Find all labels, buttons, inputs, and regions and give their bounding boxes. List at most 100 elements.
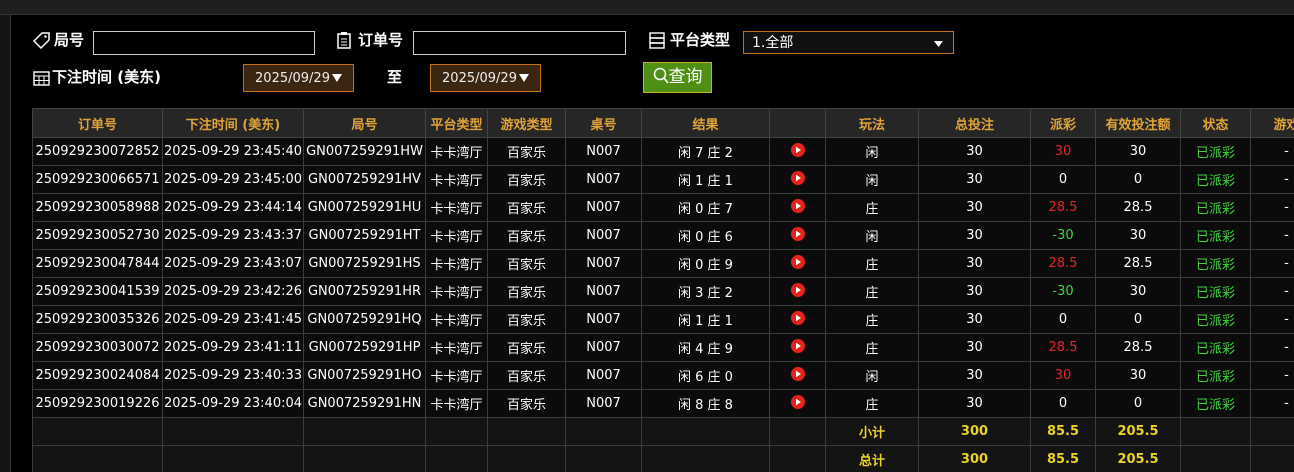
table-cell: - xyxy=(1250,333,1294,362)
table-cell: 卡卡湾厅 xyxy=(425,137,488,166)
table-cell: 2025-09-29 23:41:11 xyxy=(162,333,304,362)
table-cell xyxy=(303,417,426,446)
table-cell: -30 xyxy=(1030,221,1096,250)
date-from[interactable]: 2025/09/29 xyxy=(243,64,354,92)
platform-value: 1.全部 xyxy=(752,35,794,51)
table-cell: 卡卡湾厅 xyxy=(425,221,488,250)
dropdown-arrow xyxy=(518,74,529,82)
table-row: 250929230052730 2025-09-29 23:43:37 GN0072… xyxy=(32,221,1294,250)
table-cell: 250929230041539 xyxy=(32,277,163,306)
header-cell: 桌号 xyxy=(565,108,642,138)
table-cell: 28.5 xyxy=(1030,249,1096,278)
table-cell: 已派彩 xyxy=(1180,249,1251,278)
date-to[interactable]: 2025/09/29 xyxy=(430,64,541,92)
video-icon[interactable] xyxy=(790,142,805,157)
table-cell: 2025-09-29 23:44:14 xyxy=(162,193,304,222)
search-icon xyxy=(653,67,669,84)
video-icon[interactable] xyxy=(790,338,805,353)
table-cell xyxy=(565,417,642,446)
dropdown-arrow xyxy=(331,74,342,82)
header-cell: 派彩 xyxy=(1030,108,1096,138)
table-cell: - xyxy=(1250,221,1294,250)
order-input[interactable] xyxy=(413,31,626,55)
table-body: 250929230072852 2025-09-29 23:45:40 GN0072… xyxy=(32,137,1294,472)
video-icon[interactable] xyxy=(790,394,805,409)
table-cell: GN007259291HQ xyxy=(303,305,426,334)
video-cell[interactable] xyxy=(769,249,826,278)
video-cell[interactable] xyxy=(769,221,826,250)
platform-select[interactable]: 1.全部 xyxy=(743,31,954,54)
header-cell: 状态 xyxy=(1180,108,1251,138)
table-row: 250929230058988 2025-09-29 23:44:14 GN0072… xyxy=(32,193,1294,222)
table-cell: 已派彩 xyxy=(1180,193,1251,222)
table-cell: N007 xyxy=(565,389,642,418)
table-cell: GN007259291HS xyxy=(303,249,426,278)
video-icon[interactable] xyxy=(790,310,805,325)
video-icon[interactable] xyxy=(790,226,805,241)
table-cell: 闲 7 庄 2 xyxy=(641,137,770,166)
search-button[interactable]: 查询 xyxy=(643,62,712,93)
video-icon[interactable] xyxy=(790,198,805,213)
summary-label: 小计 xyxy=(825,417,919,446)
header-cell: 结果 xyxy=(641,108,770,138)
table-cell: N007 xyxy=(565,249,642,278)
table-cell: - xyxy=(1250,137,1294,166)
video-cell[interactable] xyxy=(769,193,826,222)
table-cell: - xyxy=(1250,305,1294,334)
table-cell: 百家乐 xyxy=(487,305,566,334)
video-cell[interactable] xyxy=(769,305,826,334)
table-cell xyxy=(769,445,826,472)
table-cell: 百家乐 xyxy=(487,165,566,194)
table-cell: 30 xyxy=(918,277,1031,306)
video-cell[interactable] xyxy=(769,137,826,166)
round-input[interactable] xyxy=(93,31,315,55)
table-cell: N007 xyxy=(565,137,642,166)
table-cell: 卡卡湾厅 xyxy=(425,165,488,194)
table-cell: 30 xyxy=(1030,361,1096,390)
table-cell: 30 xyxy=(1095,137,1181,166)
video-cell[interactable] xyxy=(769,389,826,418)
table-cell xyxy=(769,417,826,446)
table-cell: GN007259291HR xyxy=(303,277,426,306)
table-cell: 250929230052730 xyxy=(32,221,163,250)
table-cell: 闲 6 庄 0 xyxy=(641,361,770,390)
table-cell: - xyxy=(1250,361,1294,390)
table-cell: - xyxy=(1250,249,1294,278)
video-cell[interactable] xyxy=(769,165,826,194)
table-cell: 2025-09-29 23:40:04 xyxy=(162,389,304,418)
video-cell[interactable] xyxy=(769,333,826,362)
table-cell: 2025-09-29 23:43:37 xyxy=(162,221,304,250)
table-cell: 0 xyxy=(1095,165,1181,194)
header-cell: 总投注 xyxy=(918,108,1031,138)
table-cell: 百家乐 xyxy=(487,221,566,250)
table-cell: 卡卡湾厅 xyxy=(425,333,488,362)
table-cell: 闲 xyxy=(825,165,919,194)
video-icon[interactable] xyxy=(790,282,805,297)
video-cell[interactable] xyxy=(769,361,826,390)
table-cell: 250929230066571 xyxy=(32,165,163,194)
table-cell: 0 xyxy=(1030,305,1096,334)
table-cell: 闲 0 庄 9 xyxy=(641,249,770,278)
table-cell: GN007259291HN xyxy=(303,389,426,418)
search-text: 查询 xyxy=(668,67,703,87)
table-row: 250929230041539 2025-09-29 23:42:26 GN0072… xyxy=(32,277,1294,306)
round-label: 局号 xyxy=(54,31,85,49)
video-icon[interactable] xyxy=(790,366,805,381)
table-cell: 已派彩 xyxy=(1180,305,1251,334)
table-cell: 闲 3 庄 2 xyxy=(641,277,770,306)
table-cell xyxy=(162,417,304,446)
table-cell: 2025-09-29 23:45:00 xyxy=(162,165,304,194)
table-container: 订单号 下注时间 (美东) 局号 平台类型 游戏类型 桌号 结果 玩法 总投注 派彩 有效投注额 状态… xyxy=(32,108,1294,472)
table-cell: 闲 1 庄 1 xyxy=(641,305,770,334)
video-icon[interactable] xyxy=(790,170,805,185)
table-cell xyxy=(641,445,770,472)
table-cell: 卡卡湾厅 xyxy=(425,389,488,418)
table-cell: 百家乐 xyxy=(487,333,566,362)
table-cell: N007 xyxy=(565,277,642,306)
table-cell: 28.5 xyxy=(1095,193,1181,222)
table-cell: 已派彩 xyxy=(1180,333,1251,362)
video-icon[interactable] xyxy=(790,254,805,269)
table-cell xyxy=(303,445,426,472)
video-cell[interactable] xyxy=(769,277,826,306)
table-cell: 庄 xyxy=(825,193,919,222)
